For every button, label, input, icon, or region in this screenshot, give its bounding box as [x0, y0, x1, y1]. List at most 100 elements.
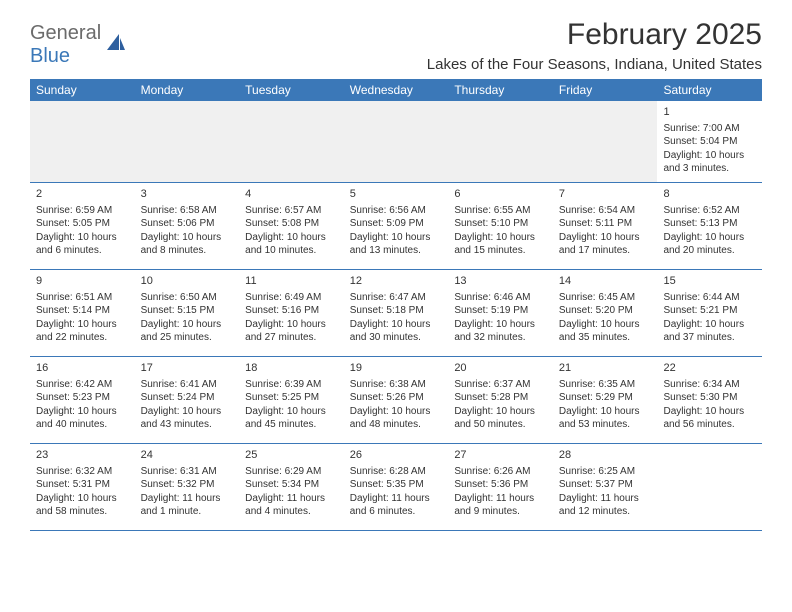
sunrise-text: Sunrise: 6:52 AM [663, 204, 756, 218]
sunrise-text: Sunrise: 6:44 AM [663, 291, 756, 305]
day1-text: Daylight: 11 hours [245, 492, 338, 506]
day2-text: and 20 minutes. [663, 244, 756, 258]
day-cell: 8Sunrise: 6:52 AMSunset: 5:13 PMDaylight… [657, 183, 762, 269]
sunset-text: Sunset: 5:29 PM [559, 391, 652, 405]
sunrise-text: Sunrise: 6:26 AM [454, 465, 547, 479]
empty-cell [135, 101, 240, 182]
day2-text: and 58 minutes. [36, 505, 129, 519]
day-cell: 4Sunrise: 6:57 AMSunset: 5:08 PMDaylight… [239, 183, 344, 269]
day-cell: 27Sunrise: 6:26 AMSunset: 5:36 PMDayligh… [448, 444, 553, 530]
day-cell: 19Sunrise: 6:38 AMSunset: 5:26 PMDayligh… [344, 357, 449, 443]
sunset-text: Sunset: 5:18 PM [350, 304, 443, 318]
day1-text: Daylight: 10 hours [245, 405, 338, 419]
day-header-wednesday: Wednesday [344, 79, 449, 101]
logo-text-top: General [30, 22, 101, 44]
sunrise-text: Sunrise: 6:55 AM [454, 204, 547, 218]
sunset-text: Sunset: 5:20 PM [559, 304, 652, 318]
day2-text: and 30 minutes. [350, 331, 443, 345]
empty-cell [448, 101, 553, 182]
sunset-text: Sunset: 5:08 PM [245, 217, 338, 231]
sunset-text: Sunset: 5:23 PM [36, 391, 129, 405]
day-number: 1 [663, 105, 756, 120]
day-cell: 12Sunrise: 6:47 AMSunset: 5:18 PMDayligh… [344, 270, 449, 356]
day1-text: Daylight: 10 hours [141, 405, 234, 419]
day-cell: 17Sunrise: 6:41 AMSunset: 5:24 PMDayligh… [135, 357, 240, 443]
sunrise-text: Sunrise: 6:29 AM [245, 465, 338, 479]
sunrise-text: Sunrise: 6:57 AM [245, 204, 338, 218]
sunrise-text: Sunrise: 6:49 AM [245, 291, 338, 305]
day1-text: Daylight: 10 hours [663, 231, 756, 245]
day1-text: Daylight: 10 hours [663, 405, 756, 419]
day-cell: 21 Sunrise: 6:35 AMSunset: 5:29 PMDayligh… [553, 357, 658, 443]
sunset-text: Sunset: 5:26 PM [350, 391, 443, 405]
day-cell: 16Sunrise: 6:42 AMSunset: 5:23 PMDayligh… [30, 357, 135, 443]
day1-text: Daylight: 10 hours [36, 405, 129, 419]
sunrise-text: Sunrise: 6:50 AM [141, 291, 234, 305]
day-number: 11 [245, 274, 338, 289]
sunrise-text: Sunrise: 6:59 AM [36, 204, 129, 218]
week-row: 23Sunrise: 6:32 AMSunset: 5:31 PMDayligh… [30, 444, 762, 531]
day1-text: Daylight: 10 hours [36, 231, 129, 245]
day-number: 26 [350, 448, 443, 463]
sunset-text: Sunset: 5:35 PM [350, 478, 443, 492]
day2-text: and 48 minutes. [350, 418, 443, 432]
day1-text: Daylight: 10 hours [350, 405, 443, 419]
sunset-text: Sunset: 5:28 PM [454, 391, 547, 405]
day-number: 12 [350, 274, 443, 289]
sunset-text: Sunset: 5:24 PM [141, 391, 234, 405]
day1-text: Daylight: 10 hours [141, 318, 234, 332]
sunset-text: Sunset: 5:19 PM [454, 304, 547, 318]
day1-text: Daylight: 10 hours [454, 231, 547, 245]
day-number: 27 [454, 448, 547, 463]
day-number: 4 [245, 187, 338, 202]
day-cell: 22Sunrise: 6:34 AMSunset: 5:30 PMDayligh… [657, 357, 762, 443]
day2-text: and 35 minutes. [559, 331, 652, 345]
empty-cell [657, 444, 762, 530]
day-header-thursday: Thursday [448, 79, 553, 101]
day1-text: Daylight: 10 hours [559, 405, 652, 419]
day-header-row: SundayMondayTuesdayWednesdayThursdayFrid… [30, 79, 762, 101]
sunset-text: Sunset: 5:34 PM [245, 478, 338, 492]
sunrise-text: Sunrise: 6:35 AM [559, 378, 652, 392]
day2-text: and 6 minutes. [350, 505, 443, 519]
calendar: SundayMondayTuesdayWednesdayThursdayFrid… [0, 79, 792, 531]
sunrise-text: Sunrise: 6:25 AM [559, 465, 652, 479]
day-cell: 7Sunrise: 6:54 AMSunset: 5:11 PMDaylight… [553, 183, 658, 269]
day2-text: and 17 minutes. [559, 244, 652, 258]
day1-text: Daylight: 10 hours [245, 318, 338, 332]
day-number: 13 [454, 274, 547, 289]
day2-text: and 32 minutes. [454, 331, 547, 345]
location: Lakes of the Four Seasons, Indiana, Unit… [427, 56, 762, 73]
day2-text: and 4 minutes. [245, 505, 338, 519]
week-row: 1Sunrise: 7:00 AMSunset: 5:04 PMDaylight… [30, 101, 762, 183]
day-cell: 18Sunrise: 6:39 AMSunset: 5:25 PMDayligh… [239, 357, 344, 443]
day-cell: 28Sunrise: 6:25 AMSunset: 5:37 PMDayligh… [553, 444, 658, 530]
day-number: 20 [454, 361, 547, 376]
sunset-text: Sunset: 5:09 PM [350, 217, 443, 231]
day-number: 22 [663, 361, 756, 376]
sunrise-text: Sunrise: 6:58 AM [141, 204, 234, 218]
day-cell: 20Sunrise: 6:37 AMSunset: 5:28 PMDayligh… [448, 357, 553, 443]
day-number: 21 [559, 361, 652, 376]
sunrise-text: Sunrise: 6:56 AM [350, 204, 443, 218]
day1-text: Daylight: 10 hours [350, 318, 443, 332]
day2-text: and 9 minutes. [454, 505, 547, 519]
sunrise-text: Sunrise: 6:39 AM [245, 378, 338, 392]
sunrise-text: Sunrise: 6:28 AM [350, 465, 443, 479]
day1-text: Daylight: 11 hours [350, 492, 443, 506]
title-block: February 2025 Lakes of the Four Seasons,… [427, 18, 762, 73]
sunrise-text: Sunrise: 6:46 AM [454, 291, 547, 305]
day-number: 2 [36, 187, 129, 202]
day-number: 5 [350, 187, 443, 202]
day-number: 14 [559, 274, 652, 289]
sunset-text: Sunset: 5:15 PM [141, 304, 234, 318]
day2-text: and 37 minutes. [663, 331, 756, 345]
day-cell: 23Sunrise: 6:32 AMSunset: 5:31 PMDayligh… [30, 444, 135, 530]
day-number: 16 [36, 361, 129, 376]
day2-text: and 13 minutes. [350, 244, 443, 258]
day1-text: Daylight: 11 hours [559, 492, 652, 506]
sunrise-text: Sunrise: 6:34 AM [663, 378, 756, 392]
sunset-text: Sunset: 5:11 PM [559, 217, 652, 231]
day-cell: 11Sunrise: 6:49 AMSunset: 5:16 PMDayligh… [239, 270, 344, 356]
day1-text: Daylight: 10 hours [36, 318, 129, 332]
